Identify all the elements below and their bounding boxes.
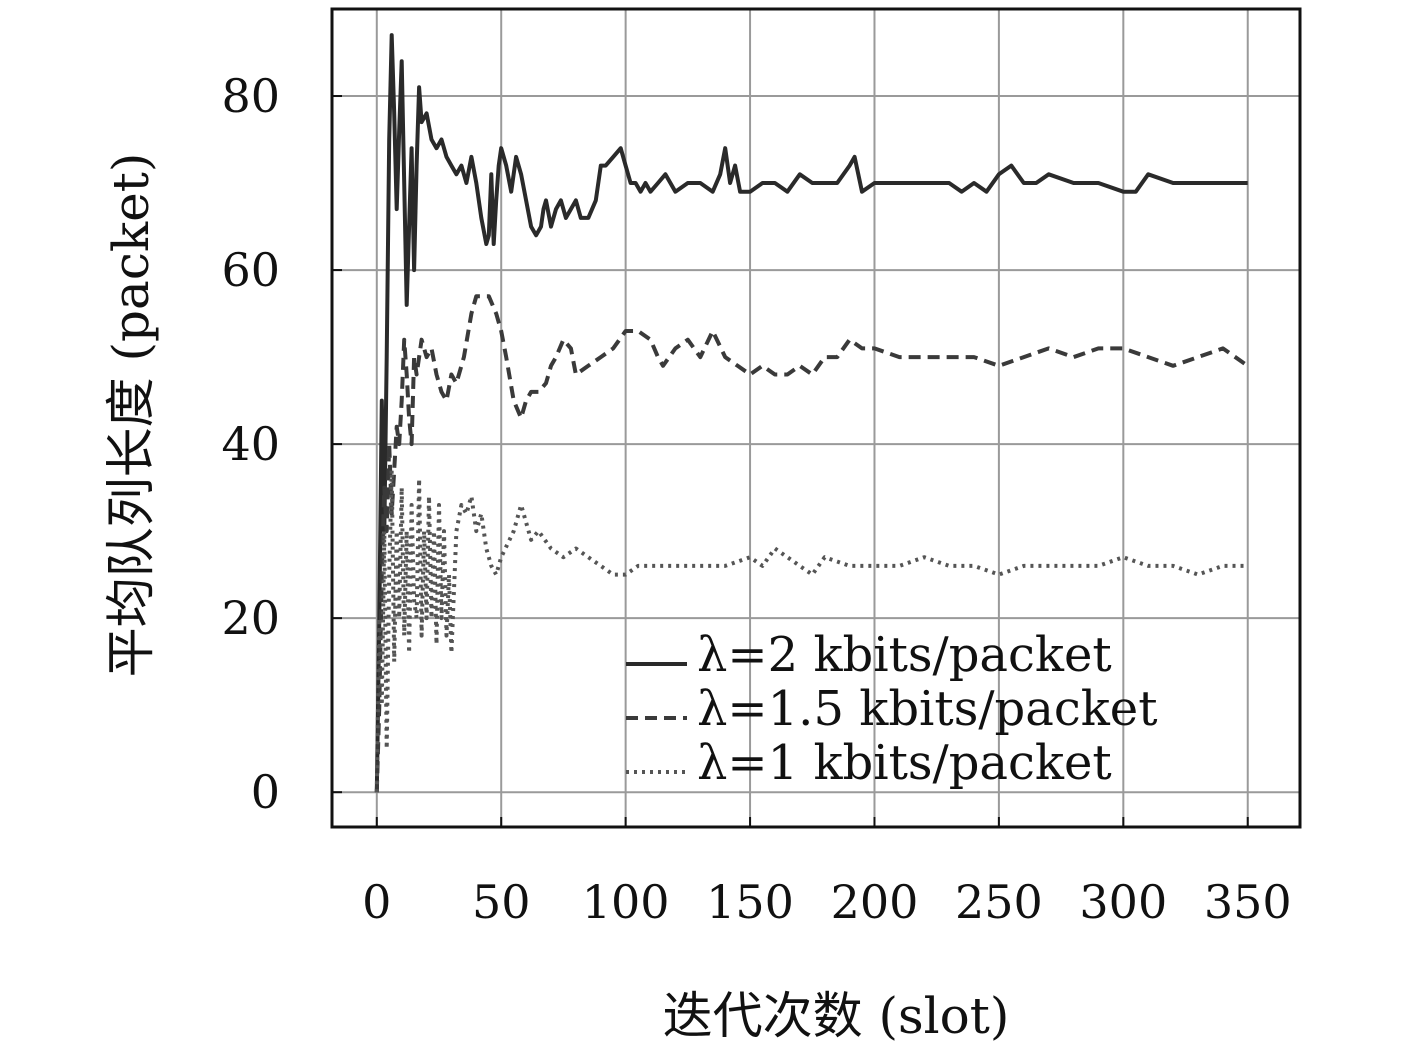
- x-tick-label: 150: [706, 875, 794, 929]
- plot-area: [374, 33, 1249, 793]
- axis-ticks: 0 50 100 150 200 250 300 350 0 20 40 60 80: [221, 69, 1291, 929]
- legend-label: λ=1 kbits/packet: [697, 735, 1112, 791]
- x-tick-label: 50: [472, 875, 531, 929]
- grid: [332, 9, 1300, 827]
- series-line-dashed: [374, 294, 1249, 793]
- y-tick-label: 80: [221, 69, 280, 123]
- y-tick-label: 20: [221, 591, 280, 645]
- x-tick-label: 350: [1204, 875, 1292, 929]
- series-line-solid: [374, 33, 1248, 793]
- x-tick-label: 0: [362, 875, 391, 929]
- legend-label: λ=2 kbits/packet: [697, 627, 1112, 683]
- y-axis-label: 平均队列长度 (packet): [102, 153, 160, 678]
- x-tick-label: 200: [831, 875, 919, 929]
- y-tick-label: 40: [221, 417, 280, 471]
- x-tick-label: 100: [582, 875, 670, 929]
- plot-frame: [330, 7, 1302, 829]
- y-tick-label: 0: [251, 765, 280, 819]
- x-axis-label: 迭代次数 (slot): [663, 987, 1010, 1045]
- series-line-dotted: [374, 468, 1248, 793]
- legend: λ=2 kbits/packet λ=1.5 kbits/packet λ=1 …: [626, 627, 1158, 791]
- legend-label: λ=1.5 kbits/packet: [697, 681, 1158, 737]
- x-tick-label: 300: [1079, 875, 1167, 929]
- x-tick-label: 250: [955, 875, 1043, 929]
- y-tick-label: 60: [221, 243, 280, 297]
